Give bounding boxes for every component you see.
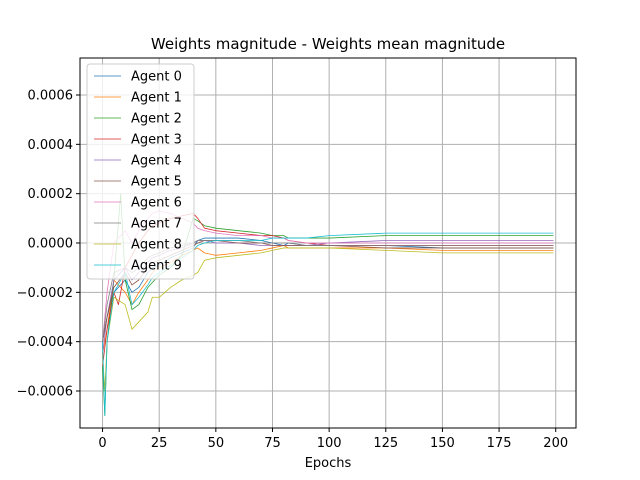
legend-label-agent-0: Agent 0 — [131, 70, 182, 85]
chart-title: Weights magnitude - Weights mean magnitu… — [151, 35, 505, 53]
legend-label-agent-5: Agent 5 — [131, 175, 182, 190]
x-tick-label: 200 — [543, 436, 568, 451]
legend-label-agent-9: Agent 9 — [131, 259, 182, 274]
x-axis-label: Epochs — [305, 456, 352, 471]
legend-label-agent-6: Agent 6 — [131, 196, 182, 211]
x-tick-label: 125 — [373, 436, 398, 451]
x-tick-label: 100 — [317, 436, 342, 451]
y-tick-label: −0.0004 — [17, 335, 73, 350]
legend-label-agent-2: Agent 2 — [131, 112, 182, 127]
legend-label-agent-1: Agent 1 — [131, 91, 182, 106]
x-tick-label: 75 — [264, 436, 281, 451]
y-tick-label: −0.0006 — [17, 385, 73, 400]
legend: Agent 0 Agent 1 Agent 2 Agent 3 Agent 4 Agent… — [86, 63, 195, 280]
x-tick-label: 25 — [151, 436, 168, 451]
series-line-agent-9 — [102, 232, 554, 417]
series-line-agent-8 — [102, 247, 554, 392]
y-tick-label: 0.0006 — [28, 89, 74, 104]
legend-label-agent-4: Agent 4 — [131, 154, 182, 169]
legend-label-agent-7: Agent 7 — [131, 217, 182, 232]
legend-label-agent-8: Agent 8 — [131, 238, 182, 253]
legend-label-agent-3: Agent 3 — [131, 133, 182, 148]
y-tick-label: 0.0000 — [28, 237, 74, 252]
x-tick-label: 0 — [98, 436, 106, 451]
x-tick-label: 150 — [430, 436, 455, 451]
axis-ticks: 0 25 50 75 100 125 150 175 200 −0.0006 −0.0004 −0.0… — [17, 89, 569, 452]
x-tick-label: 175 — [487, 436, 512, 451]
x-tick-label: 50 — [208, 436, 225, 451]
y-tick-label: 0.0004 — [28, 138, 74, 153]
y-tick-label: 0.0002 — [28, 187, 74, 202]
y-tick-label: −0.0002 — [17, 286, 73, 301]
